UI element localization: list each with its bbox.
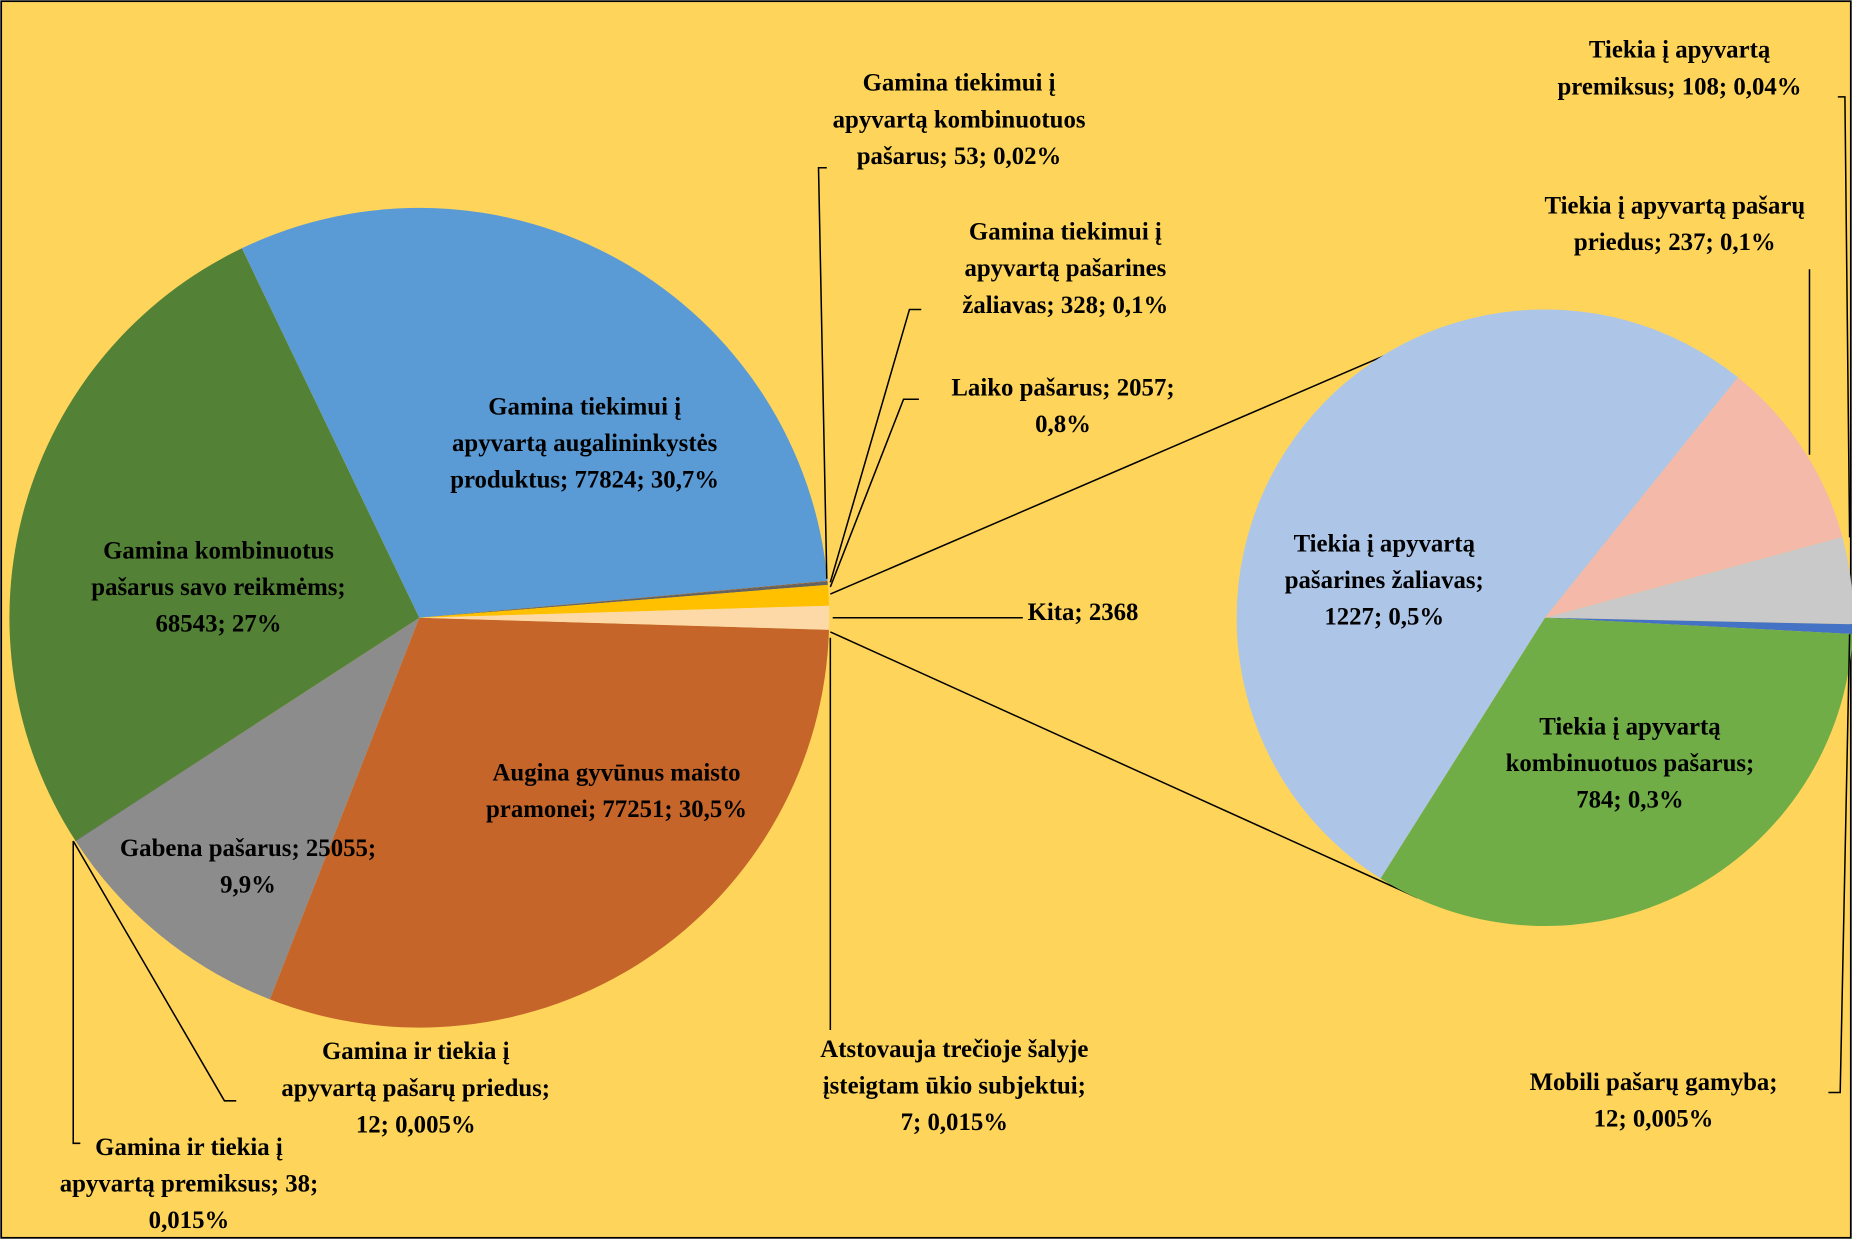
data-label: 0,8% (1035, 411, 1091, 438)
pie-slice (75, 617, 420, 842)
data-label: Mobili pašarų gamyba; (1530, 1069, 1778, 1096)
connector-line (830, 631, 1418, 899)
pie-slice (1544, 536, 1852, 625)
connector-line (830, 341, 1416, 595)
data-label: apyvartą kombinuotuos (833, 106, 1086, 133)
data-label: pašarines žaliavas; (1285, 567, 1484, 594)
data-label: Gabena pašarus; 25055; (120, 835, 376, 862)
pie-slice (419, 605, 830, 630)
leader-line (72, 840, 81, 1145)
data-label: Gamina tiekimui į (969, 219, 1162, 246)
data-label: Tiekia į apyvartą (1294, 530, 1476, 557)
data-label: priedus; 237; 0,1% (1574, 229, 1776, 256)
pie-slice (9, 248, 420, 841)
pie-slice (1236, 309, 1738, 879)
data-label: Atstovauja trečioje šalyje (820, 1036, 1088, 1063)
data-label: Gamina ir tiekia į (322, 1038, 510, 1065)
data-label: apyvartą augalininkystės (452, 430, 718, 457)
data-label: 0,015% (149, 1207, 230, 1234)
data-label: produktus; 77824; 30,7% (450, 467, 719, 494)
data-label: pašarus savo reikmėms; (91, 574, 345, 601)
data-label: 12; 0,005% (356, 1111, 476, 1138)
data-label: Augina gyvūnus maisto (493, 760, 741, 787)
leader-line (817, 166, 828, 579)
data-label: įsteigtam ūkio subjektui; (823, 1073, 1086, 1100)
data-label: pramonei; 77251; 30,5% (486, 796, 747, 823)
leader-line (829, 308, 922, 583)
data-label: Tiekia į apyvartą (1539, 713, 1721, 740)
leader-line (72, 840, 237, 1102)
data-label: 784; 0,3% (1576, 787, 1683, 814)
leader-line (1837, 96, 1851, 538)
data-label: Gamina ir tiekia į (95, 1134, 283, 1161)
pie-slice (419, 581, 828, 618)
data-label: 1227; 0,5% (1324, 604, 1444, 631)
data-label: 9,9% (220, 872, 276, 899)
data-label: apyvartą pašarines (964, 255, 1166, 282)
data-label: Gamina tiekimui į (488, 393, 681, 420)
pie-slice (75, 617, 420, 842)
data-label: žaliavas; 328; 0,1% (962, 292, 1168, 319)
data-label: Kita; 2368 (1028, 599, 1139, 626)
data-label: Gamina kombinuotus (103, 537, 334, 564)
data-label: Laiko pašarus; 2057; (951, 374, 1174, 401)
data-label: Tiekia į apyvartą pašarų (1545, 193, 1806, 220)
pie-slice (75, 617, 420, 1000)
data-label: 12; 0,005% (1594, 1106, 1714, 1133)
pie-slice (419, 580, 828, 618)
pie-slice (241, 207, 828, 618)
data-label: Tiekia į apyvartą (1589, 37, 1771, 64)
data-label: apyvartą premiksus; 38; (60, 1171, 319, 1198)
data-label: premiksus; 108; 0,04% (1558, 73, 1802, 100)
pie-slice (1544, 377, 1843, 618)
leader-line (829, 398, 919, 588)
data-label: 68543; 27% (155, 611, 281, 638)
pie-slice (269, 617, 829, 1028)
data-label: pašarus; 53; 0,02% (857, 143, 1062, 170)
pie-slice (1544, 617, 1852, 635)
data-label: apyvartą pašarų priedus; (281, 1075, 550, 1102)
leader-line (1828, 634, 1851, 1094)
data-label: Gamina tiekimui į (863, 70, 1056, 97)
data-label: kombinuotuos pašarus; (1506, 750, 1755, 777)
data-label: 7; 0,015% (901, 1109, 1008, 1136)
pie-slice (419, 617, 829, 630)
pie-slice (419, 584, 829, 618)
pie-slice (1380, 617, 1852, 926)
